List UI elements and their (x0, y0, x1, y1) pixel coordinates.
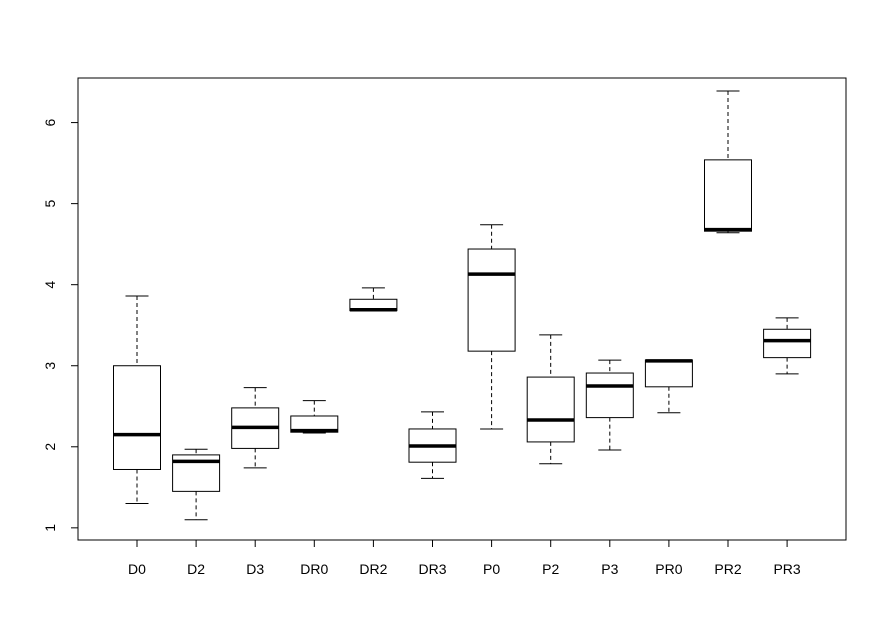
box-d3 (231, 387, 280, 469)
x-tick-label: PR3 (773, 561, 800, 577)
box-pr2 (704, 90, 752, 234)
y-tick-label: 2 (42, 443, 58, 451)
x-tick-label: DR3 (418, 561, 446, 577)
x-tick-label: PR0 (655, 561, 682, 577)
box-series (113, 90, 812, 521)
y-tick-label: 6 (42, 118, 58, 126)
box-dr0 (290, 400, 339, 434)
box-d0 (113, 295, 161, 505)
box-dr2 (349, 287, 398, 312)
x-tick-label: DR2 (359, 561, 387, 577)
iqr-box (113, 365, 161, 470)
x-tick-label: PR2 (714, 561, 741, 577)
iqr-box (644, 359, 693, 388)
x-axis: D0 D2 D3 DR0 DR2 DR3 P0 P2 P3 PR0 PR2 PR3 (128, 539, 801, 577)
box-p3 (585, 359, 634, 451)
iqr-box (585, 372, 634, 419)
y-tick-label: 4 (42, 281, 58, 289)
x-tick-label: D2 (187, 561, 205, 577)
box-pr3 (763, 317, 812, 375)
box-p0 (467, 224, 516, 430)
y-tick-label: 3 (42, 362, 58, 370)
iqr-box (467, 248, 516, 352)
iqr-box (704, 159, 752, 232)
iqr-box (526, 376, 575, 443)
y-tick-label: 1 (42, 524, 58, 532)
box-d2 (172, 448, 221, 521)
x-tick-label: DR0 (300, 561, 328, 577)
y-axis: 1 2 3 4 5 6 (42, 118, 79, 532)
x-tick-label: P3 (601, 561, 618, 577)
box-p2 (526, 334, 575, 465)
x-tick-label: P0 (483, 561, 500, 577)
x-tick-label: D3 (246, 561, 264, 577)
iqr-box (763, 328, 812, 359)
y-tick-label: 5 (42, 200, 58, 208)
x-tick-label: D0 (128, 561, 146, 577)
box-dr3 (408, 411, 457, 479)
x-tick-label: P2 (542, 561, 559, 577)
box-pr0 (644, 359, 693, 414)
